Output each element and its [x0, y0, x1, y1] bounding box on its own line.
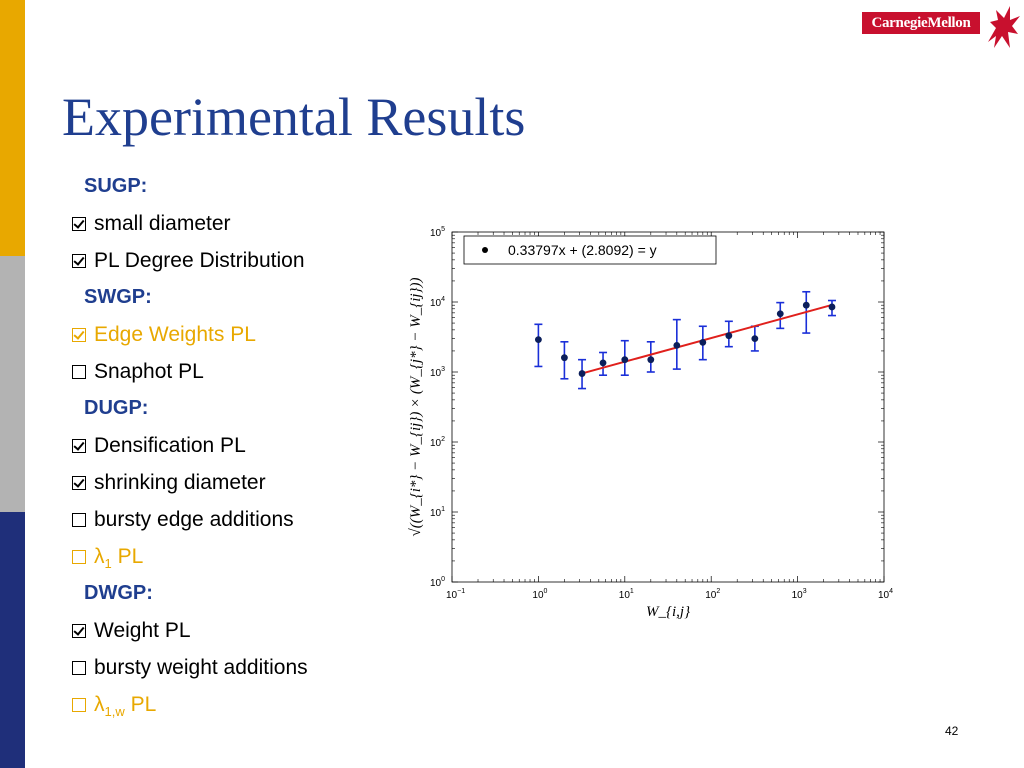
accent-band-blue [0, 512, 25, 768]
data-point [673, 341, 681, 349]
x-tick-label: 100 [532, 588, 547, 601]
data-point [561, 354, 568, 362]
plot-frame [451, 231, 885, 583]
data-point [751, 335, 759, 343]
checklist-item-label: Densification PL [94, 434, 246, 457]
checklist-item: Weight PL [72, 612, 392, 649]
unchecked-box-icon [72, 661, 86, 675]
y-axis-label: √((W_{i*} − W_{ij}) × (W_{j*} − W_{ij})) [408, 277, 424, 536]
data-point [725, 332, 733, 340]
error-bar [534, 323, 543, 368]
y-tick-label: 100 [430, 576, 445, 589]
checklist-item: λ1,w PL [72, 686, 392, 723]
scatter-chart: 10−1 100 101 102 103 104100101102103104105W_{… [408, 226, 893, 620]
checklist-item-label: bursty edge additions [94, 508, 294, 531]
x-tick-label: 102 [705, 588, 720, 601]
data-point [647, 356, 655, 364]
legend: 0.33797x + (2.8092) = y [463, 235, 717, 265]
lambda-symbol: λ [94, 693, 105, 716]
checklist-item-label: small diameter [94, 212, 231, 235]
unchecked-box-icon [72, 365, 86, 379]
x-axis-label: W_{i,j} [646, 604, 690, 620]
y-tick-label: 101 [430, 506, 445, 519]
legend-marker [482, 247, 488, 253]
data-point [599, 359, 607, 367]
checklist-item-label: PL [130, 693, 157, 716]
x-tick-label: 101 [619, 588, 634, 601]
legend-box [463, 235, 717, 265]
x-tick-label: 10−1 [446, 588, 465, 601]
accent-band-gold [0, 0, 25, 256]
result-checklist: SUGP: small diameter PL Degree Distributio… [72, 168, 392, 723]
data-point [828, 303, 836, 311]
checklist-item: Edge Weights PL [72, 316, 392, 353]
page-number: 42 [945, 724, 959, 738]
lambda-subscript: 1 [104, 556, 112, 572]
checked-box-icon [72, 439, 86, 453]
checked-box-icon [72, 328, 86, 342]
checklist-item-label: Weight PL [94, 619, 191, 642]
y-tick-label: 102 [430, 436, 445, 449]
university-logo: CarnegieMellon [862, 12, 980, 34]
checked-box-icon [72, 624, 86, 638]
unchecked-box-icon [72, 698, 86, 712]
data-point [578, 370, 586, 377]
lambda-subscript: 1,w [104, 704, 125, 720]
accent-band-gray [0, 256, 25, 512]
x-tick-label: 103 [792, 588, 807, 601]
checklist-item: small diameter [72, 205, 392, 242]
slide-title: Experimental Results [62, 87, 526, 147]
checked-box-icon [72, 476, 86, 490]
section-header: SUGP: [84, 175, 148, 197]
x-tick-label: 104 [878, 588, 893, 601]
checked-box-icon [72, 254, 86, 268]
checklist-item: bursty weight additions [72, 649, 392, 686]
checklist-item-label: PL Degree Distribution [94, 249, 305, 272]
legend-label: 0.33797x + (2.8092) = y [508, 242, 657, 258]
checklist-item-label: bursty weight additions [94, 656, 308, 679]
checklist-item-label: Edge Weights PL [94, 323, 256, 346]
checklist-item: λ1 PL [72, 538, 392, 575]
griffin-logo-icon [988, 6, 1020, 48]
section-header: DUGP: [84, 397, 149, 419]
checklist-item: PL Degree Distribution [72, 242, 392, 279]
checklist-item-label: Snaphot PL [94, 360, 204, 383]
data-point [535, 336, 542, 344]
lambda-symbol: λ [94, 545, 105, 568]
checked-box-icon [72, 217, 86, 231]
data-point [802, 301, 810, 309]
y-tick-label: 103 [430, 366, 445, 379]
section-header: SWGP: [84, 286, 152, 308]
fit-line [581, 304, 833, 375]
checklist-item: Densification PL [72, 427, 392, 464]
checklist-item: Snaphot PL [72, 353, 392, 390]
checklist-item: bursty edge additions [72, 501, 392, 538]
data-point [699, 338, 707, 346]
y-tick-label: 105 [430, 226, 445, 239]
data-point [776, 310, 784, 318]
y-tick-label: 104 [430, 296, 445, 309]
checklist-item-label: PL [117, 545, 144, 568]
checklist-item: shrinking diameter [72, 464, 392, 501]
section-header: DWGP: [84, 582, 153, 604]
unchecked-box-icon [72, 550, 86, 564]
checklist-item-label: shrinking diameter [94, 471, 266, 494]
unchecked-box-icon [72, 513, 86, 527]
data-point [621, 356, 629, 364]
